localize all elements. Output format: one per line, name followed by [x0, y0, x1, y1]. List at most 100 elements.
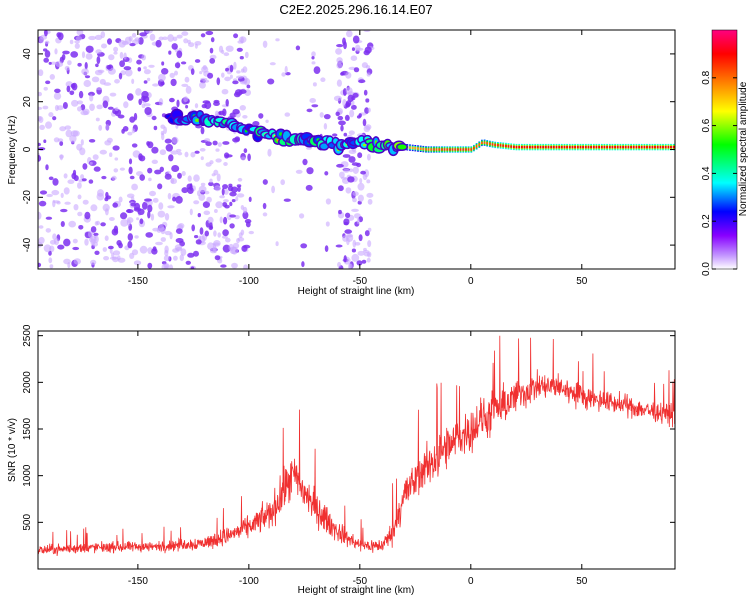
noise-blob [103, 256, 110, 261]
noise-blob [209, 222, 213, 229]
noise-blob [159, 149, 167, 156]
noise-blob [101, 43, 107, 49]
noise-blob [361, 62, 368, 69]
ridge-cell [489, 142, 491, 146]
ridge-cell [523, 145, 526, 149]
noise-blob [344, 229, 353, 234]
noise-blob [95, 63, 99, 68]
noise-blob [213, 230, 217, 237]
colorbar-tick-label: 0.2 [701, 214, 712, 228]
noise-blob [163, 255, 170, 262]
x-tick-label: -50 [353, 576, 368, 587]
noise-blob [366, 257, 371, 263]
noise-blob [362, 173, 368, 181]
noise-blob [69, 90, 75, 96]
ridge-cell [502, 144, 505, 147]
noise-blob [170, 78, 177, 87]
ridge-cell [603, 145, 606, 149]
ridge-cell [547, 145, 550, 149]
ridge-blob [195, 118, 200, 123]
noise-blob [184, 76, 190, 83]
ridge-cell [598, 145, 600, 149]
noise-blob [90, 204, 98, 212]
noise-blob [77, 211, 83, 217]
noise-blob [185, 85, 192, 94]
noise-blob [59, 141, 64, 146]
noise-blob [332, 133, 338, 137]
noise-blob [236, 75, 244, 79]
ridge-cell [667, 145, 670, 149]
ridge-cell [513, 145, 515, 149]
noise-blob [150, 213, 155, 221]
noise-blob [366, 179, 371, 184]
ridge-cell [630, 145, 632, 149]
noise-blob [275, 241, 279, 247]
noise-blob [97, 189, 104, 197]
noise-blob [102, 247, 108, 252]
noise-blob [74, 40, 80, 44]
ridge-cell [568, 145, 571, 149]
noise-blob [96, 104, 103, 110]
ridge-cell [451, 148, 454, 151]
noise-blob [343, 41, 347, 50]
noise-blob [77, 62, 82, 67]
noise-blob [359, 178, 363, 184]
y-tick-label: 500 [22, 514, 33, 531]
noise-blob [60, 208, 68, 213]
noise-blob [223, 216, 228, 225]
noise-blob [222, 244, 231, 253]
noise-blob [199, 227, 204, 235]
noise-blob [238, 89, 247, 94]
ridge-cell [624, 145, 627, 149]
noise-blob [340, 72, 345, 76]
noise-blob [161, 61, 165, 66]
noise-blob [75, 36, 82, 41]
noise-blob [363, 125, 371, 132]
noise-blob [366, 192, 374, 198]
noise-blob [96, 87, 102, 91]
noise-blob [146, 141, 151, 146]
noise-blob [235, 196, 239, 202]
noise-blob [96, 220, 101, 226]
noise-blob [161, 68, 169, 75]
noise-blob [202, 100, 211, 104]
noise-blob [127, 240, 133, 249]
noise-blob [96, 56, 101, 65]
noise-blob [222, 184, 229, 190]
ridge-blob [362, 143, 367, 147]
noise-blob [149, 190, 156, 197]
noise-blob [214, 110, 219, 118]
noise-blob [80, 174, 85, 180]
noise-blob [77, 194, 82, 200]
noise-blob [59, 126, 67, 132]
noise-blob [141, 54, 146, 61]
x-tick-label: -100 [239, 276, 259, 287]
noise-blob [211, 173, 216, 177]
noise-blob [64, 65, 70, 71]
noise-blob [128, 166, 133, 175]
noise-blob [38, 236, 45, 244]
ridge-cell [638, 145, 640, 149]
noise-blob [93, 166, 101, 172]
noise-blob [200, 33, 206, 38]
noise-blob [122, 126, 129, 132]
noise-blob [180, 61, 187, 65]
ridge-cell [563, 145, 566, 149]
noise-blob [160, 81, 165, 86]
noise-blob [43, 139, 47, 143]
noise-blob [199, 81, 206, 89]
noise-blob [280, 179, 286, 186]
colorbar-tick-label: 0.6 [701, 118, 712, 132]
noise-blob [67, 60, 72, 66]
noise-blob [173, 255, 178, 261]
ridge-cell [411, 146, 414, 150]
noise-blob [170, 150, 179, 155]
noise-blob [66, 85, 71, 93]
noise-blob [346, 234, 354, 242]
noise-blob [223, 199, 229, 203]
noise-blob [131, 128, 136, 134]
noise-blob [78, 90, 84, 99]
noise-blob [56, 105, 64, 111]
noise-blob [147, 167, 153, 174]
noise-blob [213, 101, 220, 106]
